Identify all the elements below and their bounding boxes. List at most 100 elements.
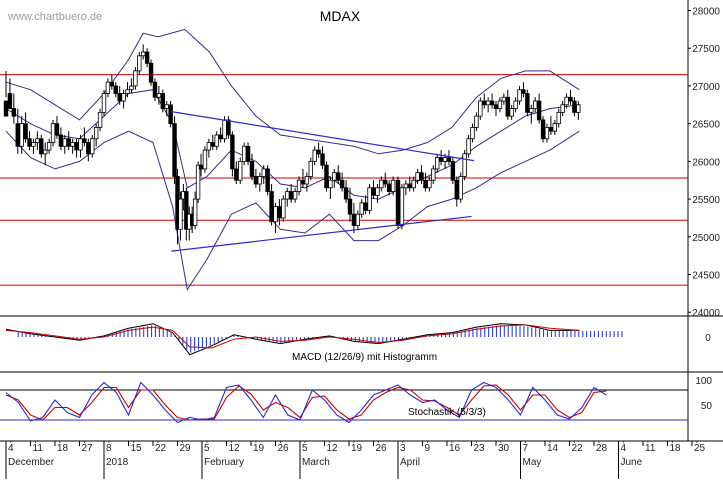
stoch-tick-label-50: 50	[701, 401, 713, 412]
day-label-3: 27	[82, 443, 94, 454]
candle-body-132	[513, 100, 518, 109]
candle-body-37	[148, 62, 154, 83]
candle-body-144	[560, 104, 565, 113]
candle-body-119	[462, 153, 467, 177]
candle-body-109	[423, 179, 428, 189]
day-label-6: 22	[155, 443, 167, 454]
candle-body-23	[93, 127, 99, 140]
candle-body-33	[133, 70, 138, 87]
price-tick-label-27500: 27500	[692, 44, 720, 55]
stochastic-panel: Stochastik (5/3/3) 50 100	[0, 376, 712, 424]
trendline-0	[171, 111, 475, 162]
candle-body-27	[109, 81, 115, 87]
day-label-20: 30	[498, 443, 510, 454]
stoch-k-line	[5, 381, 607, 424]
day-label-27: 18	[670, 443, 682, 454]
candle-body-143	[556, 111, 561, 125]
candle-body-114	[442, 157, 448, 162]
candle-body-21	[86, 142, 91, 155]
candle-body-66	[253, 176, 259, 185]
candle-body-116	[450, 160, 456, 181]
candle-body-43	[172, 123, 177, 177]
candle-body-100	[386, 183, 392, 192]
day-label-28: 25	[694, 443, 706, 454]
candle-body-39	[156, 93, 162, 98]
candle-body-146	[568, 96, 573, 102]
stochastic-lines	[5, 381, 607, 424]
candle-body-18	[74, 142, 79, 151]
price-axis: 24000 24500 25000 25500 26000 26500 27000 27500…	[688, 7, 720, 319]
candle-body-36	[144, 51, 150, 64]
candle-body-94	[363, 202, 368, 211]
stochastic-axis: 50 100	[695, 376, 712, 412]
day-label-25: 4	[621, 443, 627, 454]
candle-body-50	[192, 198, 198, 226]
candle-body-106	[411, 179, 416, 189]
day-label-22: 14	[547, 443, 559, 454]
candle-body-99	[383, 179, 388, 185]
candle-body-112	[434, 157, 440, 170]
stoch-tick-label-100: 100	[695, 376, 712, 387]
candle-body-111	[431, 168, 436, 181]
candle-body-8	[35, 138, 40, 143]
candle-body-98	[379, 179, 384, 189]
candle-body-65	[249, 160, 255, 177]
candle-body-115	[446, 157, 452, 162]
candle-body-10	[43, 149, 48, 155]
price-tick-label-24500: 24500	[692, 271, 720, 282]
day-label-1: 11	[33, 443, 44, 454]
candle-body-30	[121, 93, 126, 102]
candle-body-16	[66, 138, 71, 147]
candle-body-137	[533, 100, 538, 109]
candle-body-68	[261, 168, 266, 177]
macd-lines	[5, 323, 580, 356]
candle-body-51	[195, 164, 201, 200]
candle-body-125	[485, 100, 491, 106]
candle-body-88	[339, 179, 345, 189]
day-label-4: 8	[106, 443, 112, 454]
candle-body-40	[160, 93, 165, 109]
day-label-14: 19	[351, 443, 363, 454]
candle-body-0	[3, 100, 9, 117]
candle-body-123	[478, 100, 483, 117]
candle-body-71	[273, 206, 278, 223]
macd-tick-label-0: 0	[705, 333, 711, 344]
candle-body-101	[390, 179, 396, 192]
candle-body-13	[54, 123, 60, 136]
candle-body-108	[419, 172, 424, 181]
day-label-16: 3	[400, 443, 406, 454]
candle-body-121	[470, 127, 475, 140]
month-label-1: 2018	[106, 457, 129, 468]
candle-body-26	[105, 81, 111, 94]
candle-body-60	[230, 134, 235, 170]
candle-body-118	[458, 176, 463, 200]
candle-body-32	[129, 85, 134, 91]
candle-body-135	[525, 93, 530, 113]
candle-body-75	[288, 191, 294, 200]
candle-body-41	[164, 104, 169, 109]
candle-body-87	[336, 172, 341, 181]
candle-body-14	[58, 134, 64, 147]
candle-body-122	[474, 115, 479, 128]
candle-body-19	[78, 138, 83, 151]
candle-body-83	[320, 153, 325, 166]
candle-body-140	[544, 127, 550, 140]
price-tick-label-25500: 25500	[692, 195, 720, 206]
month-label-5: May	[523, 457, 542, 468]
candle-body-95	[367, 187, 372, 211]
month-label-4: April	[400, 457, 420, 468]
candle-body-105	[407, 183, 412, 189]
price-tick-label-26000: 26000	[692, 157, 720, 168]
candle-body-129	[501, 96, 507, 102]
candle-body-3	[15, 123, 20, 147]
chart-title: MDAX	[320, 8, 361, 24]
candle-body-89	[343, 187, 349, 200]
candle-body-28	[113, 85, 118, 94]
candle-body-74	[285, 191, 290, 200]
candle-body-57	[218, 134, 223, 140]
day-label-5: 15	[131, 443, 143, 454]
candle-body-80	[308, 160, 313, 177]
candle-body-6	[27, 138, 32, 147]
macd-histogram	[17, 325, 623, 353]
candle-body-136	[529, 108, 534, 113]
